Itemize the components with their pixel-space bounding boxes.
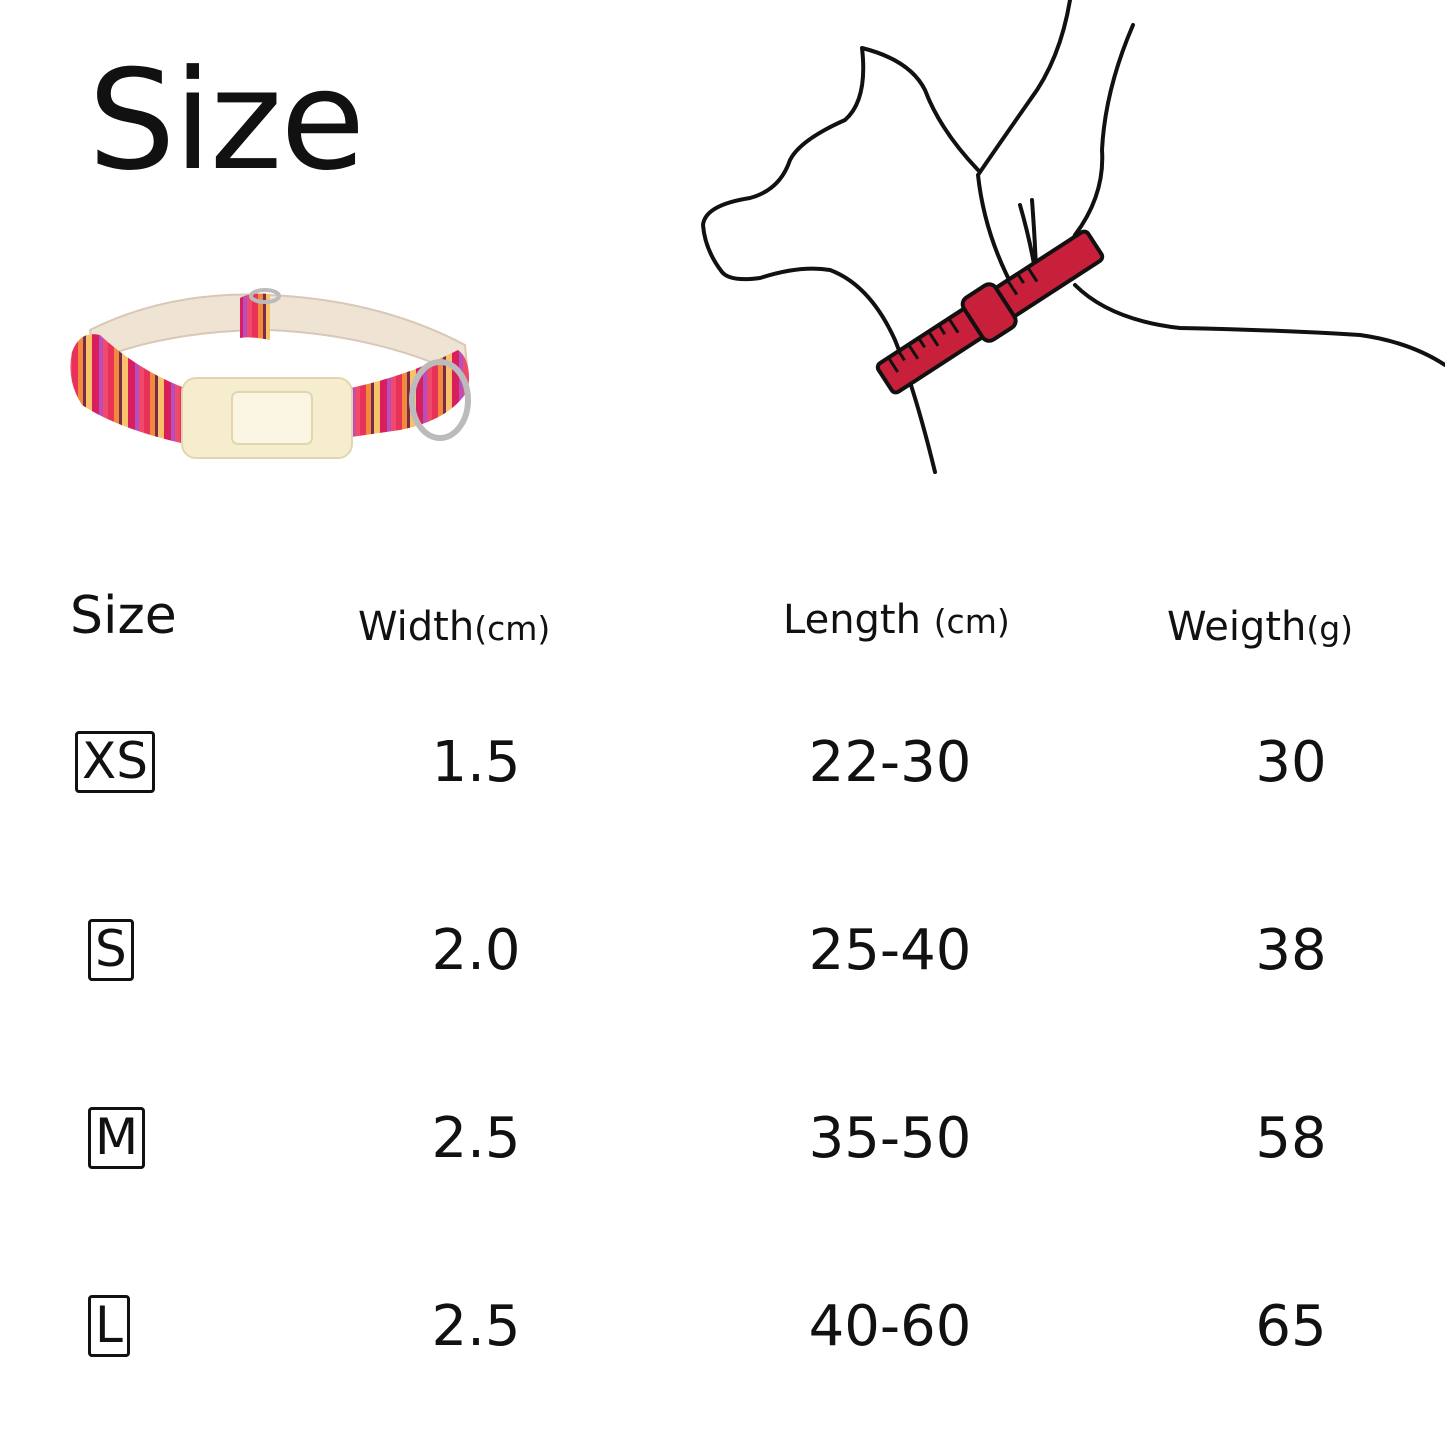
header-weight: Weigth(g) — [1167, 607, 1353, 647]
header-size-label: Size — [70, 586, 177, 646]
header-length-label: Length — [783, 597, 921, 643]
header-width-label: Width — [358, 604, 475, 650]
measuring-tape-icon — [875, 229, 1105, 395]
header-width-unit: (cm) — [474, 609, 551, 648]
weight-value: 65 — [1255, 1294, 1327, 1359]
length-value: 35-50 — [808, 1106, 972, 1171]
header-weight-label: Weigth — [1167, 604, 1307, 650]
thumb-outline — [1018, 198, 1038, 272]
header-weight-unit: (g) — [1306, 609, 1354, 648]
length-value: 22-30 — [808, 730, 972, 795]
size-badge: L — [88, 1295, 130, 1357]
header-size: Size — [70, 590, 177, 642]
weight-value: 38 — [1255, 918, 1327, 983]
arm-left-outline — [976, 0, 1072, 302]
length-value: 40-60 — [808, 1294, 972, 1359]
weight-value: 58 — [1255, 1106, 1327, 1171]
length-value: 25-40 — [808, 918, 972, 983]
arm-right-outline — [1064, 23, 1135, 272]
header-length-unit: (cm) — [933, 602, 1010, 641]
size-badge: S — [88, 919, 134, 981]
page-title: Size — [88, 40, 365, 201]
weight-value: 30 — [1255, 730, 1327, 795]
size-badge: XS — [75, 731, 155, 793]
header-width: Width(cm) — [358, 607, 550, 647]
dog-head-outline — [701, 46, 980, 474]
width-value: 2.5 — [431, 1106, 521, 1171]
size-badge: M — [88, 1107, 146, 1169]
width-value: 2.5 — [431, 1294, 521, 1359]
dog-back-outline — [1073, 283, 1445, 367]
width-value: 2.0 — [431, 918, 521, 983]
width-value: 1.5 — [431, 730, 521, 795]
header-length: Length (cm) — [783, 600, 1010, 640]
